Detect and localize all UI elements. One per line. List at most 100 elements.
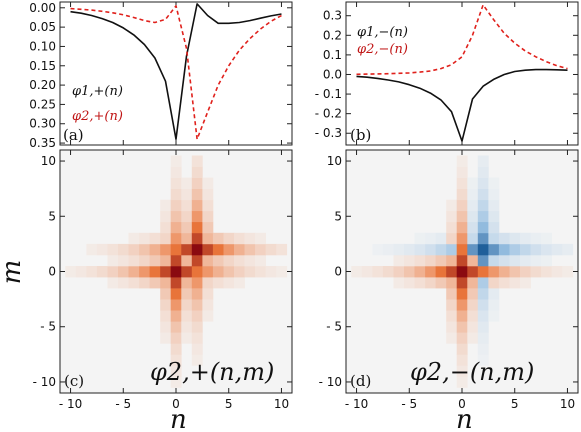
heatmap-cell — [404, 243, 415, 256]
heatmap-cell — [181, 332, 193, 344]
heatmap-cell — [170, 199, 182, 212]
heatmap-cell — [393, 243, 405, 256]
heatmap-cell — [170, 155, 182, 167]
heatmap-cell — [212, 232, 224, 245]
heatmap-cell — [96, 266, 108, 278]
heatmap-cell — [191, 332, 203, 344]
heatmap-cell — [467, 277, 479, 289]
heatmap-cell — [488, 188, 500, 201]
heatmap-cell — [467, 232, 479, 245]
heatmap-cell — [382, 243, 394, 256]
heatmap-cell — [446, 332, 458, 344]
heatmap-cell — [520, 277, 531, 289]
y-tick-label: 10 — [327, 154, 342, 168]
heatmap-cell — [170, 232, 182, 245]
y-axis-label: m — [0, 260, 27, 285]
heatmap-cell — [181, 288, 193, 300]
heatmap-cell — [170, 266, 182, 278]
heatmap-cell — [382, 266, 394, 278]
heatmap-cell — [170, 343, 182, 355]
heatmap-cell — [456, 254, 468, 267]
heatmap-cell — [202, 188, 214, 201]
heatmap-cell — [477, 155, 489, 167]
heatmap-cell — [477, 166, 489, 178]
heatmap-cell — [181, 310, 193, 322]
heatmap-cell — [181, 243, 193, 256]
heatmap-cell — [160, 332, 172, 344]
heatmap-cell — [234, 232, 245, 245]
heatmap-cell — [456, 232, 468, 245]
heatmap-cell — [170, 321, 182, 333]
heatmap-cell — [202, 277, 214, 289]
heatmap-cell — [404, 277, 415, 289]
heatmap-cell — [477, 254, 489, 267]
heatmap-cell — [202, 199, 214, 212]
heatmap-cell — [212, 266, 224, 278]
series-line — [356, 4, 568, 76]
heatmap-cell — [456, 376, 468, 388]
heatmap-cell — [425, 243, 436, 256]
heatmap-cell — [488, 277, 500, 289]
heatmap-cell — [202, 310, 214, 322]
heatmap-cell — [160, 232, 172, 245]
heatmap-cell — [562, 243, 574, 256]
heatmap-cell — [170, 376, 182, 388]
heatmap-cell — [361, 266, 373, 278]
heatmap-cell — [404, 254, 415, 267]
heatmap-cell — [181, 188, 193, 201]
heatmap-cell — [170, 310, 182, 322]
heatmap-cell — [191, 299, 203, 311]
heatmap-cell — [149, 232, 161, 245]
heatmap-cell — [191, 310, 203, 322]
heatmap-cell — [520, 266, 531, 278]
heatmap-cell — [425, 266, 436, 278]
heatmap-cell — [202, 288, 214, 300]
heatmap-cell — [488, 177, 500, 189]
heatmap-cell — [191, 288, 203, 300]
heatmap-cell — [435, 254, 447, 267]
heatmap-cell — [118, 243, 129, 256]
heatmap-cell — [530, 266, 542, 278]
y-tick-label: 0.1 — [323, 48, 342, 62]
heatmap-cell — [265, 266, 277, 278]
heatmap-cell — [128, 277, 140, 289]
heatmap-cell — [456, 299, 468, 311]
heatmap-cell — [160, 321, 172, 333]
heatmap-cell — [477, 188, 489, 201]
heatmap-cell — [107, 277, 119, 289]
x-axis-label-c: n — [170, 405, 187, 432]
heatmap-cell — [181, 254, 193, 267]
y-tick-label: 0.0 — [323, 67, 342, 81]
heatmap-cell — [107, 243, 119, 256]
heatmap-cell — [456, 199, 468, 212]
heatmap-cell — [509, 232, 521, 245]
heatmap-cell — [498, 243, 510, 256]
heatmap-cell — [160, 199, 172, 212]
y-tick-label: - 0.3 — [315, 126, 342, 140]
heatmap-cell — [191, 210, 203, 223]
heatmap-cell — [223, 266, 235, 278]
heatmap-cell — [107, 254, 119, 267]
heatmap-cell — [456, 266, 468, 278]
heatmap-cell — [456, 221, 468, 234]
heatmap-cell — [139, 266, 150, 278]
heatmap-cell — [170, 166, 182, 178]
x-tick-label: - 10 — [345, 397, 368, 411]
heatmap-cell — [181, 232, 193, 245]
heatmap-cell — [191, 354, 203, 366]
heatmap-cell — [139, 243, 150, 256]
heatmap-cell — [530, 232, 542, 245]
heatmap-cell — [509, 254, 521, 267]
heatmap-cell — [509, 277, 521, 289]
heatmap-cell — [467, 266, 479, 278]
heatmap-cell — [541, 243, 552, 256]
heatmap-cell — [191, 321, 203, 333]
heatmap-cell — [181, 221, 193, 234]
x-tick-label: - 10 — [59, 397, 82, 411]
y-tick-label: 0.25 — [29, 97, 56, 111]
legend-phi2-plus: φ2,+(n) — [72, 109, 123, 124]
heatmap-cell — [128, 266, 140, 278]
heatmap-cell — [477, 221, 489, 234]
heatmap-cell — [191, 166, 203, 178]
heatmap-cell — [467, 210, 479, 223]
